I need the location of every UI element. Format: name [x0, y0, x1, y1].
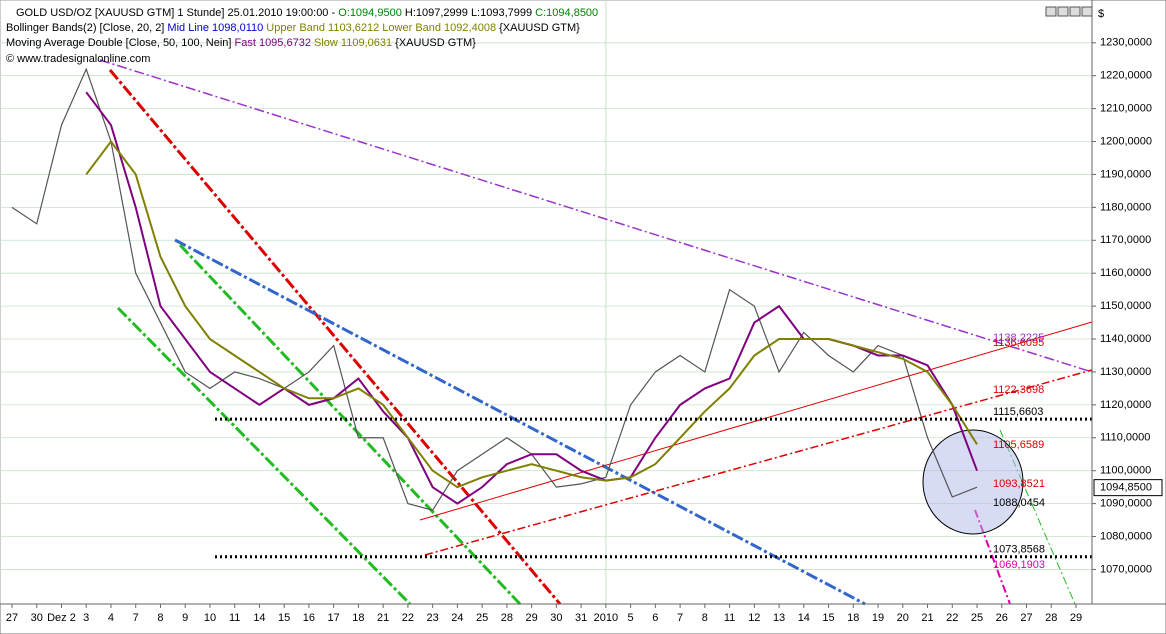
level-label: 1088,0454	[993, 497, 1045, 509]
x-tick-label: 11	[229, 612, 240, 624]
header-segment: GOLD USD/OZ [XAUUSD GTM] 1 Stunde] 25.01…	[16, 7, 338, 19]
level-label: 1138,2225	[993, 332, 1044, 344]
x-tick-label: 3	[83, 612, 89, 624]
x-tick-label: 5	[628, 612, 634, 624]
level-label: 1122,3698	[993, 384, 1044, 396]
x-tick-label: 2010	[594, 612, 618, 624]
header-line: Bollinger Bands(2) [Close, 20, 2] Mid Li…	[6, 22, 580, 34]
y-tick-label: 1140,0000	[1100, 333, 1151, 345]
x-tick-label: 28	[1045, 612, 1057, 624]
header-segment: Fast 1095,6732	[235, 37, 315, 49]
header-segment: Slow 1109,0631	[314, 37, 395, 49]
y-tick-label: 1180,0000	[1100, 201, 1151, 213]
x-tick-label: 20	[897, 612, 909, 624]
grid	[0, 0, 1092, 604]
x-tick-label: 7	[133, 612, 139, 624]
y-tick-label: 1230,0000	[1100, 37, 1152, 49]
window-controls[interactable]	[1045, 6, 1093, 17]
header-segment: O:1094,9500	[338, 7, 402, 19]
plot-area	[0, 0, 1093, 605]
level-label: 1093,8521	[993, 478, 1045, 490]
x-tick-label: 17	[328, 612, 340, 624]
level-label: 1105,6589	[993, 439, 1044, 451]
x-tick-label: 30	[31, 612, 43, 624]
x-tick-label: 26	[996, 612, 1008, 624]
x-tick-label: 12	[748, 612, 760, 624]
x-tick-label: 21	[921, 612, 933, 624]
header-line: Moving Average Double [Close, 50, 100, N…	[6, 37, 476, 49]
x-tick-label: 18	[352, 612, 364, 624]
x-tick-label: 27	[1020, 612, 1032, 624]
level-label: 1136,6095	[993, 337, 1044, 349]
last-price-box	[1093, 479, 1163, 497]
y-tick-label: 1220,0000	[1100, 70, 1152, 82]
x-tick-label: 14	[798, 612, 810, 624]
x-tick-label: 10	[204, 612, 216, 624]
x-tick-label: 31	[575, 612, 587, 624]
x-tick-label: 30	[550, 612, 562, 624]
x-tick-label: 29	[526, 612, 538, 624]
trendlines	[99, 59, 1093, 606]
header-segment: C:1094,8500	[535, 7, 598, 19]
header-segment: Moving Average Double [Close, 50, 100, N…	[6, 37, 235, 49]
x-tick-label: 7	[677, 612, 683, 624]
x-tick-label: 25	[476, 612, 488, 624]
y-tick-label: 1170,0000	[1100, 234, 1151, 246]
header-segment: Bollinger Bands(2) [Close, 20, 2]	[6, 22, 167, 34]
y-tick-label: 1190,0000	[1100, 168, 1151, 180]
x-tick-label: 24	[451, 612, 463, 624]
copyright: © www.tradesignalonline.com	[6, 53, 150, 65]
x-tick-label: 6	[652, 612, 658, 624]
x-tick-label: 18	[847, 612, 859, 624]
x-tick-label: 16	[303, 612, 315, 624]
y-tick-label: 1150,0000	[1100, 300, 1151, 312]
header-segment: {XAUUSD GTM}	[395, 37, 476, 49]
x-tick-label: 19	[872, 612, 884, 624]
level-label: 1073,8568	[993, 544, 1045, 556]
header-segment: H:1097,2999 L:1093,7999	[402, 7, 535, 19]
x-tick-label: 4	[108, 612, 114, 624]
header-segment: {XAUUSD GTM}	[499, 22, 580, 34]
header-segment: Upper Band 1103,6212 Lower Band 1092,400…	[266, 22, 499, 34]
x-tick-label: 8	[157, 612, 163, 624]
y-tick-label: 1070,0000	[1100, 563, 1152, 575]
x-tick-label: 22	[946, 612, 958, 624]
header-segment: Mid Line 1098,0110	[167, 22, 266, 34]
x-tick-label: 25	[971, 612, 983, 624]
y-tick-label: 1130,0000	[1100, 366, 1151, 378]
level-label: 1069,1903	[993, 559, 1045, 571]
y-tick-label: 1200,0000	[1100, 135, 1152, 147]
header-line: GOLD USD/OZ [XAUUSD GTM] 1 Stunde] 25.01…	[16, 7, 598, 19]
x-tick-label: 14	[253, 612, 265, 624]
x-tick-label: 27	[6, 612, 18, 624]
y-tick-label: 1080,0000	[1100, 530, 1152, 542]
x-tick-label: 28	[501, 612, 513, 624]
y-tick-label: 1100,0000	[1100, 465, 1151, 477]
x-tick-label: 13	[773, 612, 785, 624]
y-tick-label: 1110,0000	[1100, 432, 1150, 444]
level-label: 1115,6603	[993, 406, 1043, 418]
x-tick-label: 29	[1070, 612, 1082, 624]
x-tick-label: 23	[427, 612, 439, 624]
x-tick-label: 21	[377, 612, 389, 624]
x-tick-label: 15	[278, 612, 290, 624]
x-tick-label: Dez 2	[47, 612, 76, 624]
x-tick-label: 8	[702, 612, 708, 624]
last-price-label: 1094,8500	[1100, 482, 1152, 494]
series-line	[11, 67, 978, 511]
x-tick-label: 15	[822, 612, 834, 624]
series-line	[85, 139, 978, 489]
y-tick-label: 1090,0000	[1100, 498, 1152, 510]
y-tick-label: 1120,0000	[1100, 399, 1151, 411]
x-tick-label: 11	[724, 612, 735, 624]
y-tick-label: 1160,0000	[1100, 267, 1151, 279]
x-tick-label: 9	[182, 612, 188, 624]
y-tick-label: 1210,0000	[1100, 103, 1152, 115]
currency: $	[1098, 8, 1104, 20]
x-tick-label: 22	[402, 612, 414, 624]
